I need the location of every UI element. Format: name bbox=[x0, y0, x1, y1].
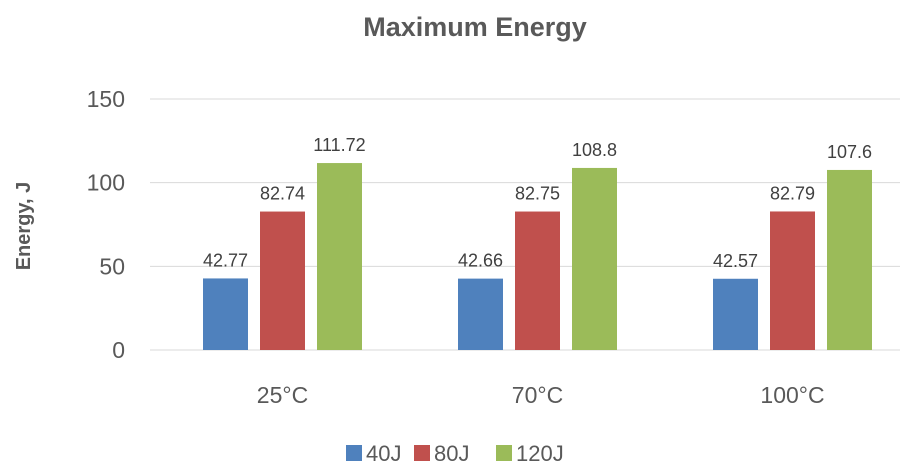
data-label: 107.6 bbox=[827, 142, 872, 162]
y-tick-label: 100 bbox=[87, 170, 125, 196]
legend-label: 40J bbox=[366, 441, 401, 466]
bar bbox=[260, 211, 305, 350]
y-tick-label: 150 bbox=[87, 86, 125, 112]
bar bbox=[317, 163, 362, 350]
bars bbox=[203, 163, 872, 350]
data-label: 111.72 bbox=[313, 135, 365, 155]
legend-swatch bbox=[496, 445, 512, 461]
x-tick-label: 100°C bbox=[760, 382, 824, 408]
y-axis-label: Energy, J bbox=[13, 182, 35, 271]
y-axis-ticks: 0 50 100 150 bbox=[87, 86, 125, 363]
legend-swatch bbox=[346, 445, 362, 461]
data-label: 42.66 bbox=[458, 251, 503, 271]
y-tick-label: 0 bbox=[112, 337, 125, 363]
data-labels: 42.77 82.74 111.72 42.66 82.75 108.8 42.57 82.7… bbox=[203, 135, 872, 271]
data-label: 108.8 bbox=[572, 140, 617, 160]
data-label: 42.57 bbox=[713, 251, 758, 271]
bar bbox=[515, 211, 560, 350]
bar bbox=[770, 211, 815, 350]
chart-title: Maximum Energy bbox=[363, 12, 587, 42]
x-axis-ticks: 25°C 70°C 100°C bbox=[257, 382, 825, 408]
legend-label: 80J bbox=[434, 441, 469, 466]
bar bbox=[203, 278, 248, 350]
bar bbox=[713, 278, 758, 350]
bar bbox=[458, 278, 503, 350]
data-label: 82.74 bbox=[260, 184, 305, 204]
data-label: 42.77 bbox=[203, 250, 248, 270]
data-label: 82.79 bbox=[770, 183, 815, 203]
x-tick-label: 70°C bbox=[512, 382, 563, 408]
legend-swatch bbox=[414, 445, 430, 461]
data-label: 82.75 bbox=[515, 184, 560, 204]
legend: 40J 80J 120J bbox=[346, 441, 564, 466]
x-tick-label: 25°C bbox=[257, 382, 308, 408]
legend-label: 120J bbox=[516, 441, 564, 466]
bar bbox=[572, 167, 617, 350]
y-tick-label: 50 bbox=[99, 253, 125, 279]
bar bbox=[827, 169, 872, 350]
